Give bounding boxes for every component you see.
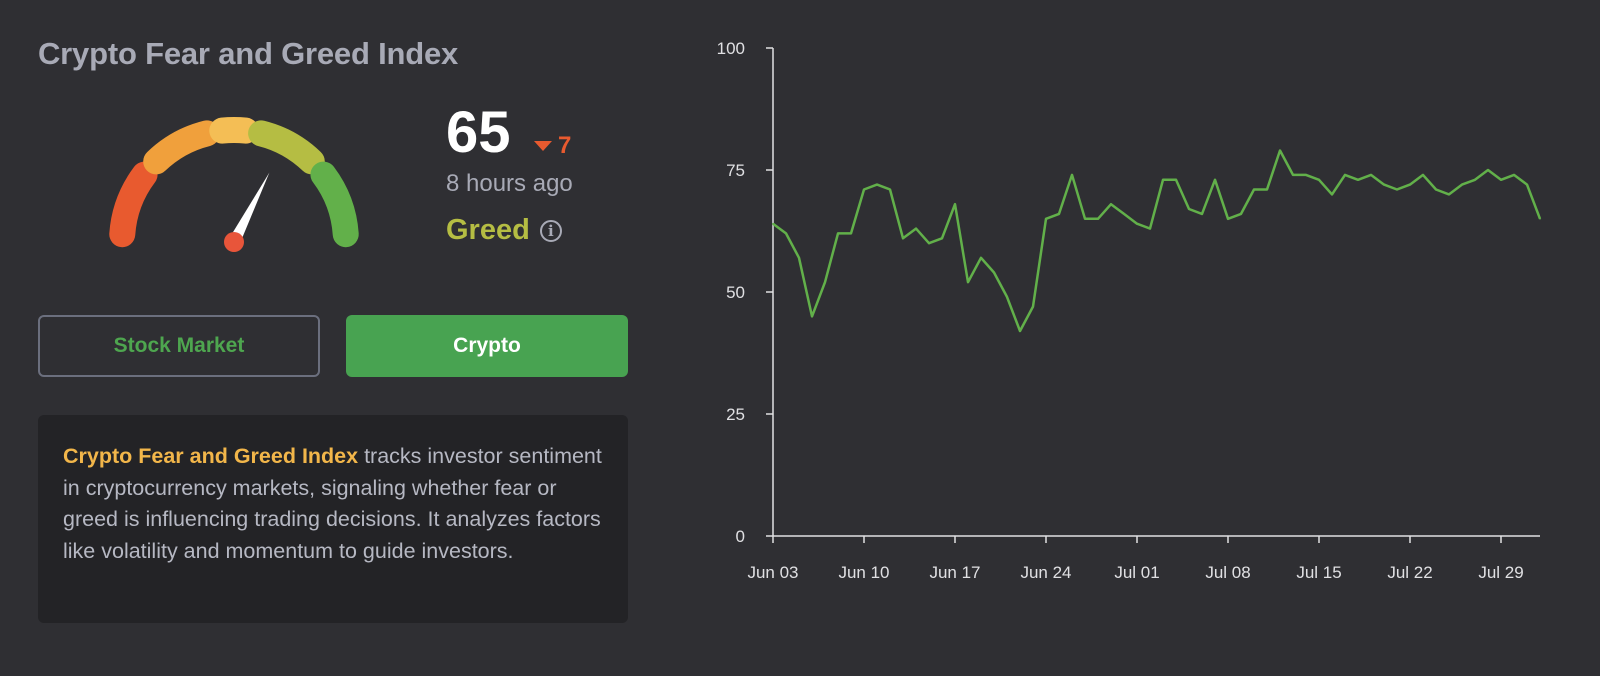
data-point (798, 257, 800, 259)
last-updated: 8 hours ago (446, 170, 573, 197)
data-point (1084, 218, 1086, 220)
data-point (1110, 203, 1112, 205)
gauge-segment (143, 120, 220, 175)
data-point (1513, 174, 1515, 176)
index-value: 65 (446, 100, 511, 165)
data-point (1383, 183, 1385, 186)
gauge-segment (248, 120, 325, 175)
data-point (1071, 174, 1073, 176)
data-point (1214, 178, 1216, 181)
x-tick-label: Jun 24 (1020, 563, 1071, 582)
data-point (1357, 178, 1359, 181)
data-point (928, 242, 930, 244)
data-point (1318, 178, 1320, 181)
x-tick-label: Jun 10 (838, 563, 889, 582)
fear-greed-gauge (109, 117, 359, 252)
gauge-pivot (224, 232, 244, 252)
x-tick-label: Jul 01 (1114, 563, 1159, 582)
data-point (941, 237, 943, 240)
x-tick-label: Jun 03 (747, 563, 798, 582)
data-point (1474, 178, 1476, 181)
data-point (811, 315, 813, 318)
data-point (1279, 149, 1281, 152)
y-tick-label: 25 (726, 405, 745, 424)
down-arrow-icon (534, 141, 552, 151)
info-icon[interactable]: i (539, 219, 562, 242)
data-point (902, 237, 904, 240)
data-point (850, 232, 852, 235)
data-point (1175, 178, 1177, 181)
data-point (876, 183, 878, 186)
x-tick-label: Jul 08 (1205, 563, 1250, 582)
data-point (837, 232, 839, 235)
y-tick-label: 100 (717, 39, 745, 58)
data-point (1149, 227, 1151, 230)
data-point (967, 281, 969, 284)
data-point (1019, 330, 1021, 332)
data-point (1253, 188, 1255, 191)
data-point (1422, 174, 1424, 176)
data-point (1188, 208, 1190, 210)
data-point (1227, 218, 1229, 220)
data-point (1305, 174, 1307, 176)
data-point (824, 281, 826, 284)
y-tick-label: 0 (736, 527, 745, 546)
x-tick-label: Jul 22 (1387, 563, 1432, 582)
x-tick-label: Jun 17 (929, 563, 980, 582)
data-point (1097, 218, 1099, 220)
data-point (1344, 174, 1346, 176)
data-point (1045, 218, 1047, 220)
data-point (1201, 213, 1203, 215)
data-point (1539, 218, 1541, 220)
data-point (863, 188, 865, 191)
gauge-segment (310, 161, 359, 248)
y-tick-label: 75 (726, 161, 745, 180)
description-box: Crypto Fear and Greed Index tracks inves… (38, 415, 628, 623)
data-point (1032, 305, 1034, 308)
gauge-needle (228, 172, 270, 245)
data-point (980, 257, 982, 259)
data-point (1058, 213, 1060, 215)
data-point (1370, 174, 1372, 176)
data-point (1396, 188, 1398, 191)
data-point (1292, 174, 1294, 176)
index-change-value: 7 (558, 132, 572, 159)
data-point (1006, 296, 1008, 298)
x-tick-label: Jul 29 (1478, 563, 1523, 582)
data-point (1331, 193, 1333, 196)
data-point (1162, 178, 1164, 181)
index-series-line (772, 149, 1542, 333)
data-point (1409, 183, 1411, 186)
data-point (1526, 183, 1528, 186)
description-text: tracks investor sentiment in cryptocurre… (63, 444, 602, 563)
data-point (954, 203, 956, 205)
data-point (785, 232, 787, 235)
data-point (1136, 222, 1138, 225)
crypto-button[interactable]: Crypto (346, 315, 628, 377)
gauge-segment (109, 161, 158, 248)
data-point (772, 222, 774, 225)
data-point (1240, 213, 1242, 215)
index-change: 7 (534, 132, 571, 160)
data-point (889, 188, 891, 191)
data-point (993, 271, 995, 274)
data-point (1500, 178, 1502, 181)
sentiment-label: Greed i (446, 214, 562, 247)
data-point (1448, 193, 1450, 196)
x-tick-label: Jul 15 (1296, 563, 1341, 582)
y-tick-label: 50 (726, 283, 745, 302)
data-point (1435, 188, 1437, 191)
gauge-segment (209, 117, 259, 144)
data-point (1123, 213, 1125, 215)
data-point (1487, 169, 1489, 171)
data-point (1461, 183, 1463, 186)
data-point (1266, 188, 1268, 191)
sentiment-text: Greed (446, 214, 530, 246)
page-title: Crypto Fear and Greed Index (38, 36, 459, 71)
index-history-chart: 0 25 50 75 100 Jun 03 Jun 10 Jun 17 Jun 24 Jul 01… (717, 39, 1542, 582)
description-highlight: Crypto Fear and Greed Index (63, 444, 359, 468)
data-point (915, 227, 917, 230)
stock-market-button[interactable]: Stock Market (38, 315, 320, 377)
